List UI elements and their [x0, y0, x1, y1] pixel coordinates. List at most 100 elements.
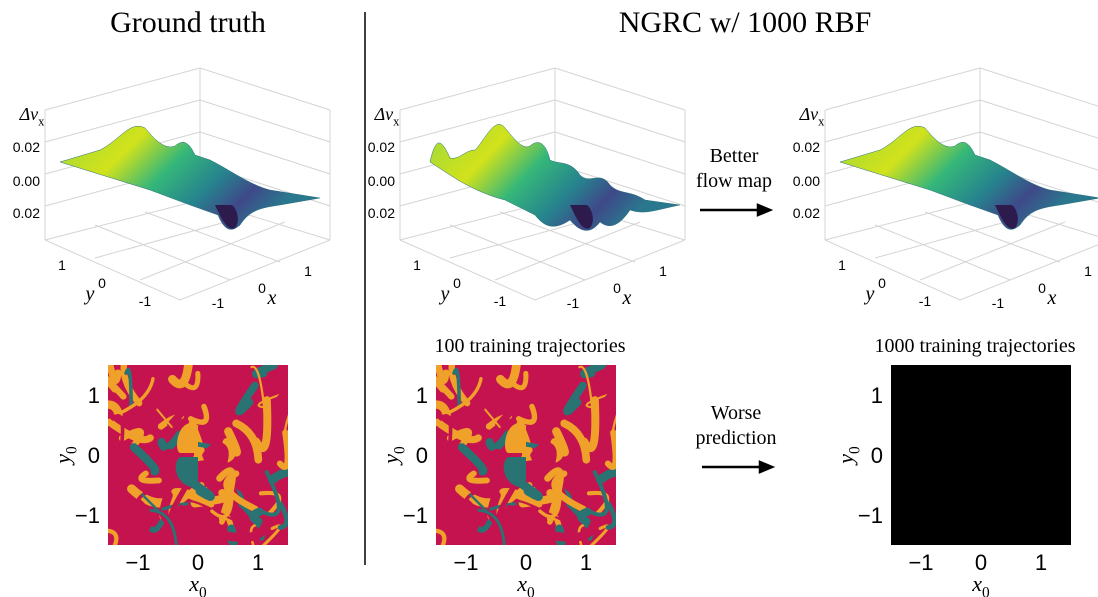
y-tick-label: -1 [494, 293, 507, 309]
basin-stripe [448, 377, 483, 414]
basin-stripe [187, 403, 210, 425]
x-tick-label: 1 [1035, 550, 1047, 575]
label-base: Δv [799, 104, 819, 124]
basin-stripe [436, 418, 482, 444]
label-base: y [50, 454, 75, 466]
basin-stripe [436, 400, 451, 419]
y-tick-label: −1 [403, 503, 428, 528]
z-tick-label: 0.02 [13, 205, 40, 221]
label-sub: 0 [199, 585, 207, 597]
arrow [700, 203, 774, 217]
basin-stripe [577, 507, 592, 526]
z-tick-label: 0.00 [368, 173, 395, 189]
axis-label: x [267, 287, 277, 309]
basin-stripe [436, 447, 463, 475]
basin-stripe [262, 470, 281, 517]
box-edge [824, 99, 981, 143]
basin-stripe [448, 365, 471, 407]
label-base: Δv [374, 104, 394, 124]
heading: NGRC w/ 1000 RBF [619, 6, 872, 39]
x-tick-label: 0 [192, 550, 204, 575]
x-tick-label: 0 [520, 550, 532, 575]
basin-stripe [108, 400, 123, 419]
basin-core [175, 457, 198, 488]
basin-stripe [452, 367, 461, 408]
x-tick-label: 1 [304, 263, 312, 279]
basin-stripe [277, 500, 288, 530]
box-edge [824, 67, 1098, 301]
basin-image [108, 365, 288, 545]
y-tick-label: 1 [413, 257, 421, 273]
basin-stripe [138, 470, 162, 484]
basin-stripe [551, 470, 587, 513]
y-tick-label: 1 [871, 383, 883, 408]
box-edge [874, 211, 1066, 281]
label-sub: 0 [527, 585, 535, 597]
basin-stripe [108, 375, 127, 400]
arrow-label: prediction [695, 427, 776, 449]
basin-stripe [515, 403, 538, 425]
basin-stripe [275, 391, 288, 415]
y-tick-label: 0 [88, 443, 100, 468]
basin-stripe [108, 528, 119, 545]
box-edge [979, 99, 1098, 139]
x-tick-label: 1 [1084, 263, 1092, 279]
z-tick-label: 0.00 [793, 173, 820, 189]
box-edge [199, 99, 331, 143]
basin-stripe [436, 457, 439, 482]
basin-stripe [124, 367, 133, 408]
z-tick-label: 0.02 [368, 205, 395, 221]
basin-image [436, 365, 616, 545]
axis-label: Δvx [19, 104, 46, 128]
basin-stripe [110, 414, 125, 449]
label-base: x [516, 571, 527, 596]
axis-label: y [84, 283, 95, 305]
axis-label: y0 [50, 446, 81, 466]
basin-image [891, 365, 1071, 545]
basin-core [177, 423, 198, 453]
basin-core [530, 442, 557, 471]
basin-stripe [147, 508, 178, 545]
z-tick-label: 0.02 [793, 205, 820, 221]
basin-stripe [168, 365, 193, 389]
axis-label: x0 [188, 571, 207, 597]
y-tick-label: 0 [98, 275, 106, 291]
axis-label: x0 [971, 571, 990, 597]
basin-stripe [603, 391, 616, 415]
x-tick-label: -1 [567, 295, 580, 311]
basin-stripe [495, 397, 517, 429]
basin-stripe [222, 427, 241, 457]
basin-core [505, 423, 526, 453]
basin-stripe [205, 475, 251, 496]
box-edge [199, 131, 331, 175]
heading: Ground truth [110, 6, 266, 39]
x-tick-label: 1 [580, 550, 592, 575]
basin-stripe [108, 457, 111, 482]
y-tick-label: 0 [416, 443, 428, 468]
box-edge [554, 131, 686, 175]
basin-stripe [108, 418, 154, 444]
basin-stripe [436, 365, 450, 385]
basin-stripe [108, 447, 135, 475]
label-base: Δv [19, 104, 39, 124]
arrow-label: flow map [696, 170, 772, 192]
basin-stripe [469, 493, 488, 513]
basin-stripe [550, 427, 569, 457]
label-sub: x [818, 114, 825, 128]
surface [839, 125, 1098, 230]
basin-stripe [136, 498, 152, 542]
y-tick-label: −1 [75, 503, 100, 528]
basin-stripe [141, 493, 160, 513]
axis-label: y [864, 283, 875, 305]
panel-title: 1000 training trajectories [874, 335, 1075, 357]
y-tick-label: 0 [878, 275, 886, 291]
box-edge [979, 131, 1098, 171]
surface-dip [995, 205, 1018, 229]
basin-stripe [218, 512, 272, 543]
z-tick-label: 0.02 [368, 139, 395, 155]
y-tick-label: 0 [453, 275, 461, 291]
